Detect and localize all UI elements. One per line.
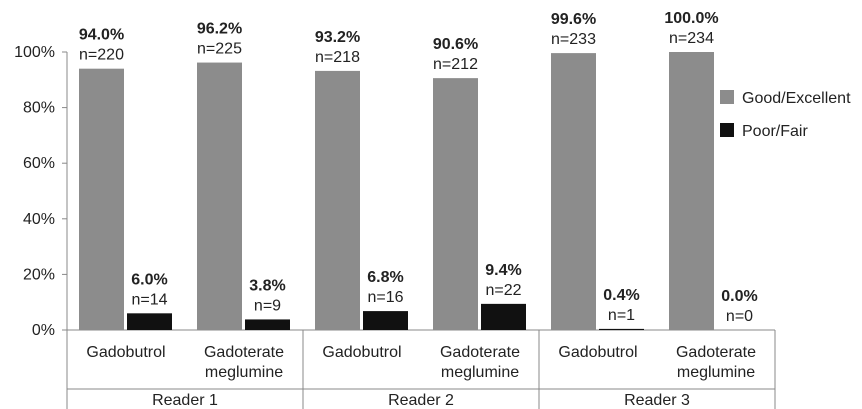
count-label-good-excellent: n=234	[669, 30, 714, 47]
legend-swatch	[720, 123, 734, 137]
value-label-poor-fair: 3.8%	[249, 277, 285, 294]
count-label-poor-fair: n=14	[131, 291, 167, 308]
x-axis: Gadobutrol Gadoterate meglumine Gadobutrol G…	[66, 330, 776, 409]
value-label-good-excellent: 100.0%	[664, 10, 718, 27]
category-label: meglumine	[677, 364, 755, 381]
count-label-good-excellent: n=218	[315, 49, 360, 66]
category-label: Gadoterate	[440, 344, 520, 361]
value-label-poor-fair: 9.4%	[485, 262, 521, 279]
count-label-good-excellent: n=225	[197, 41, 242, 58]
legend-label: Good/Excellent	[742, 90, 851, 107]
axes: 0% 20% 40% 60% 80% 100%	[14, 44, 775, 339]
bar-poor-fair	[363, 311, 408, 330]
category-label: Gadobutrol	[86, 344, 165, 361]
count-label-poor-fair: n=16	[367, 289, 403, 306]
category-label: meglumine	[205, 364, 283, 381]
y-tick-label: 100%	[14, 44, 55, 61]
legend-swatch	[720, 90, 734, 104]
legend-label: Poor/Fair	[742, 123, 808, 140]
bar-good-excellent	[669, 52, 714, 330]
category-label: Gadoterate	[204, 344, 284, 361]
count-label-good-excellent: n=220	[79, 47, 124, 64]
count-label-poor-fair: n=0	[726, 308, 753, 325]
y-tick-label: 20%	[23, 266, 55, 283]
y-tick-label: 0%	[32, 322, 55, 339]
y-tick-label: 80%	[23, 100, 55, 117]
count-label-good-excellent: n=233	[551, 31, 596, 48]
value-label-good-excellent: 99.6%	[551, 11, 596, 28]
bar-good-excellent	[197, 62, 242, 331]
data-labels: 94.0% n=220 6.0% n=14 96.2% n=225 3.8% n=9 93.2%…	[79, 10, 758, 325]
group-label: Reader 1	[152, 392, 218, 409]
category-label: Gadobutrol	[322, 344, 401, 361]
bar-good-excellent	[79, 68, 124, 331]
bar-good-excellent	[433, 78, 478, 330]
bar-poor-fair	[599, 328, 644, 330]
value-label-poor-fair: 0.0%	[721, 288, 757, 305]
count-label-poor-fair: n=1	[608, 307, 635, 324]
bar-poor-fair	[245, 319, 290, 330]
count-label-good-excellent: n=212	[433, 56, 478, 73]
value-label-poor-fair: 0.4%	[603, 287, 639, 304]
group-label: Reader 2	[388, 392, 454, 409]
value-label-poor-fair: 6.8%	[367, 269, 403, 286]
value-label-poor-fair: 6.0%	[131, 271, 167, 288]
bar-poor-fair	[481, 303, 526, 330]
bars	[79, 52, 714, 331]
legend: Good/Excellent Poor/Fair	[720, 90, 851, 140]
category-label: Gadobutrol	[558, 344, 637, 361]
y-tick-label: 40%	[23, 211, 55, 228]
count-label-poor-fair: n=22	[485, 282, 521, 299]
category-label: Gadoterate	[676, 344, 756, 361]
count-label-poor-fair: n=9	[254, 297, 281, 314]
bar-good-excellent	[551, 53, 596, 330]
value-label-good-excellent: 93.2%	[315, 29, 360, 46]
category-label: meglumine	[441, 364, 519, 381]
group-label: Reader 3	[624, 392, 690, 409]
value-label-good-excellent: 96.2%	[197, 21, 242, 38]
bar-good-excellent	[315, 70, 360, 331]
value-label-good-excellent: 90.6%	[433, 36, 478, 53]
bar-poor-fair	[127, 313, 172, 330]
y-tick-label: 60%	[23, 155, 55, 172]
value-label-good-excellent: 94.0%	[79, 27, 124, 44]
